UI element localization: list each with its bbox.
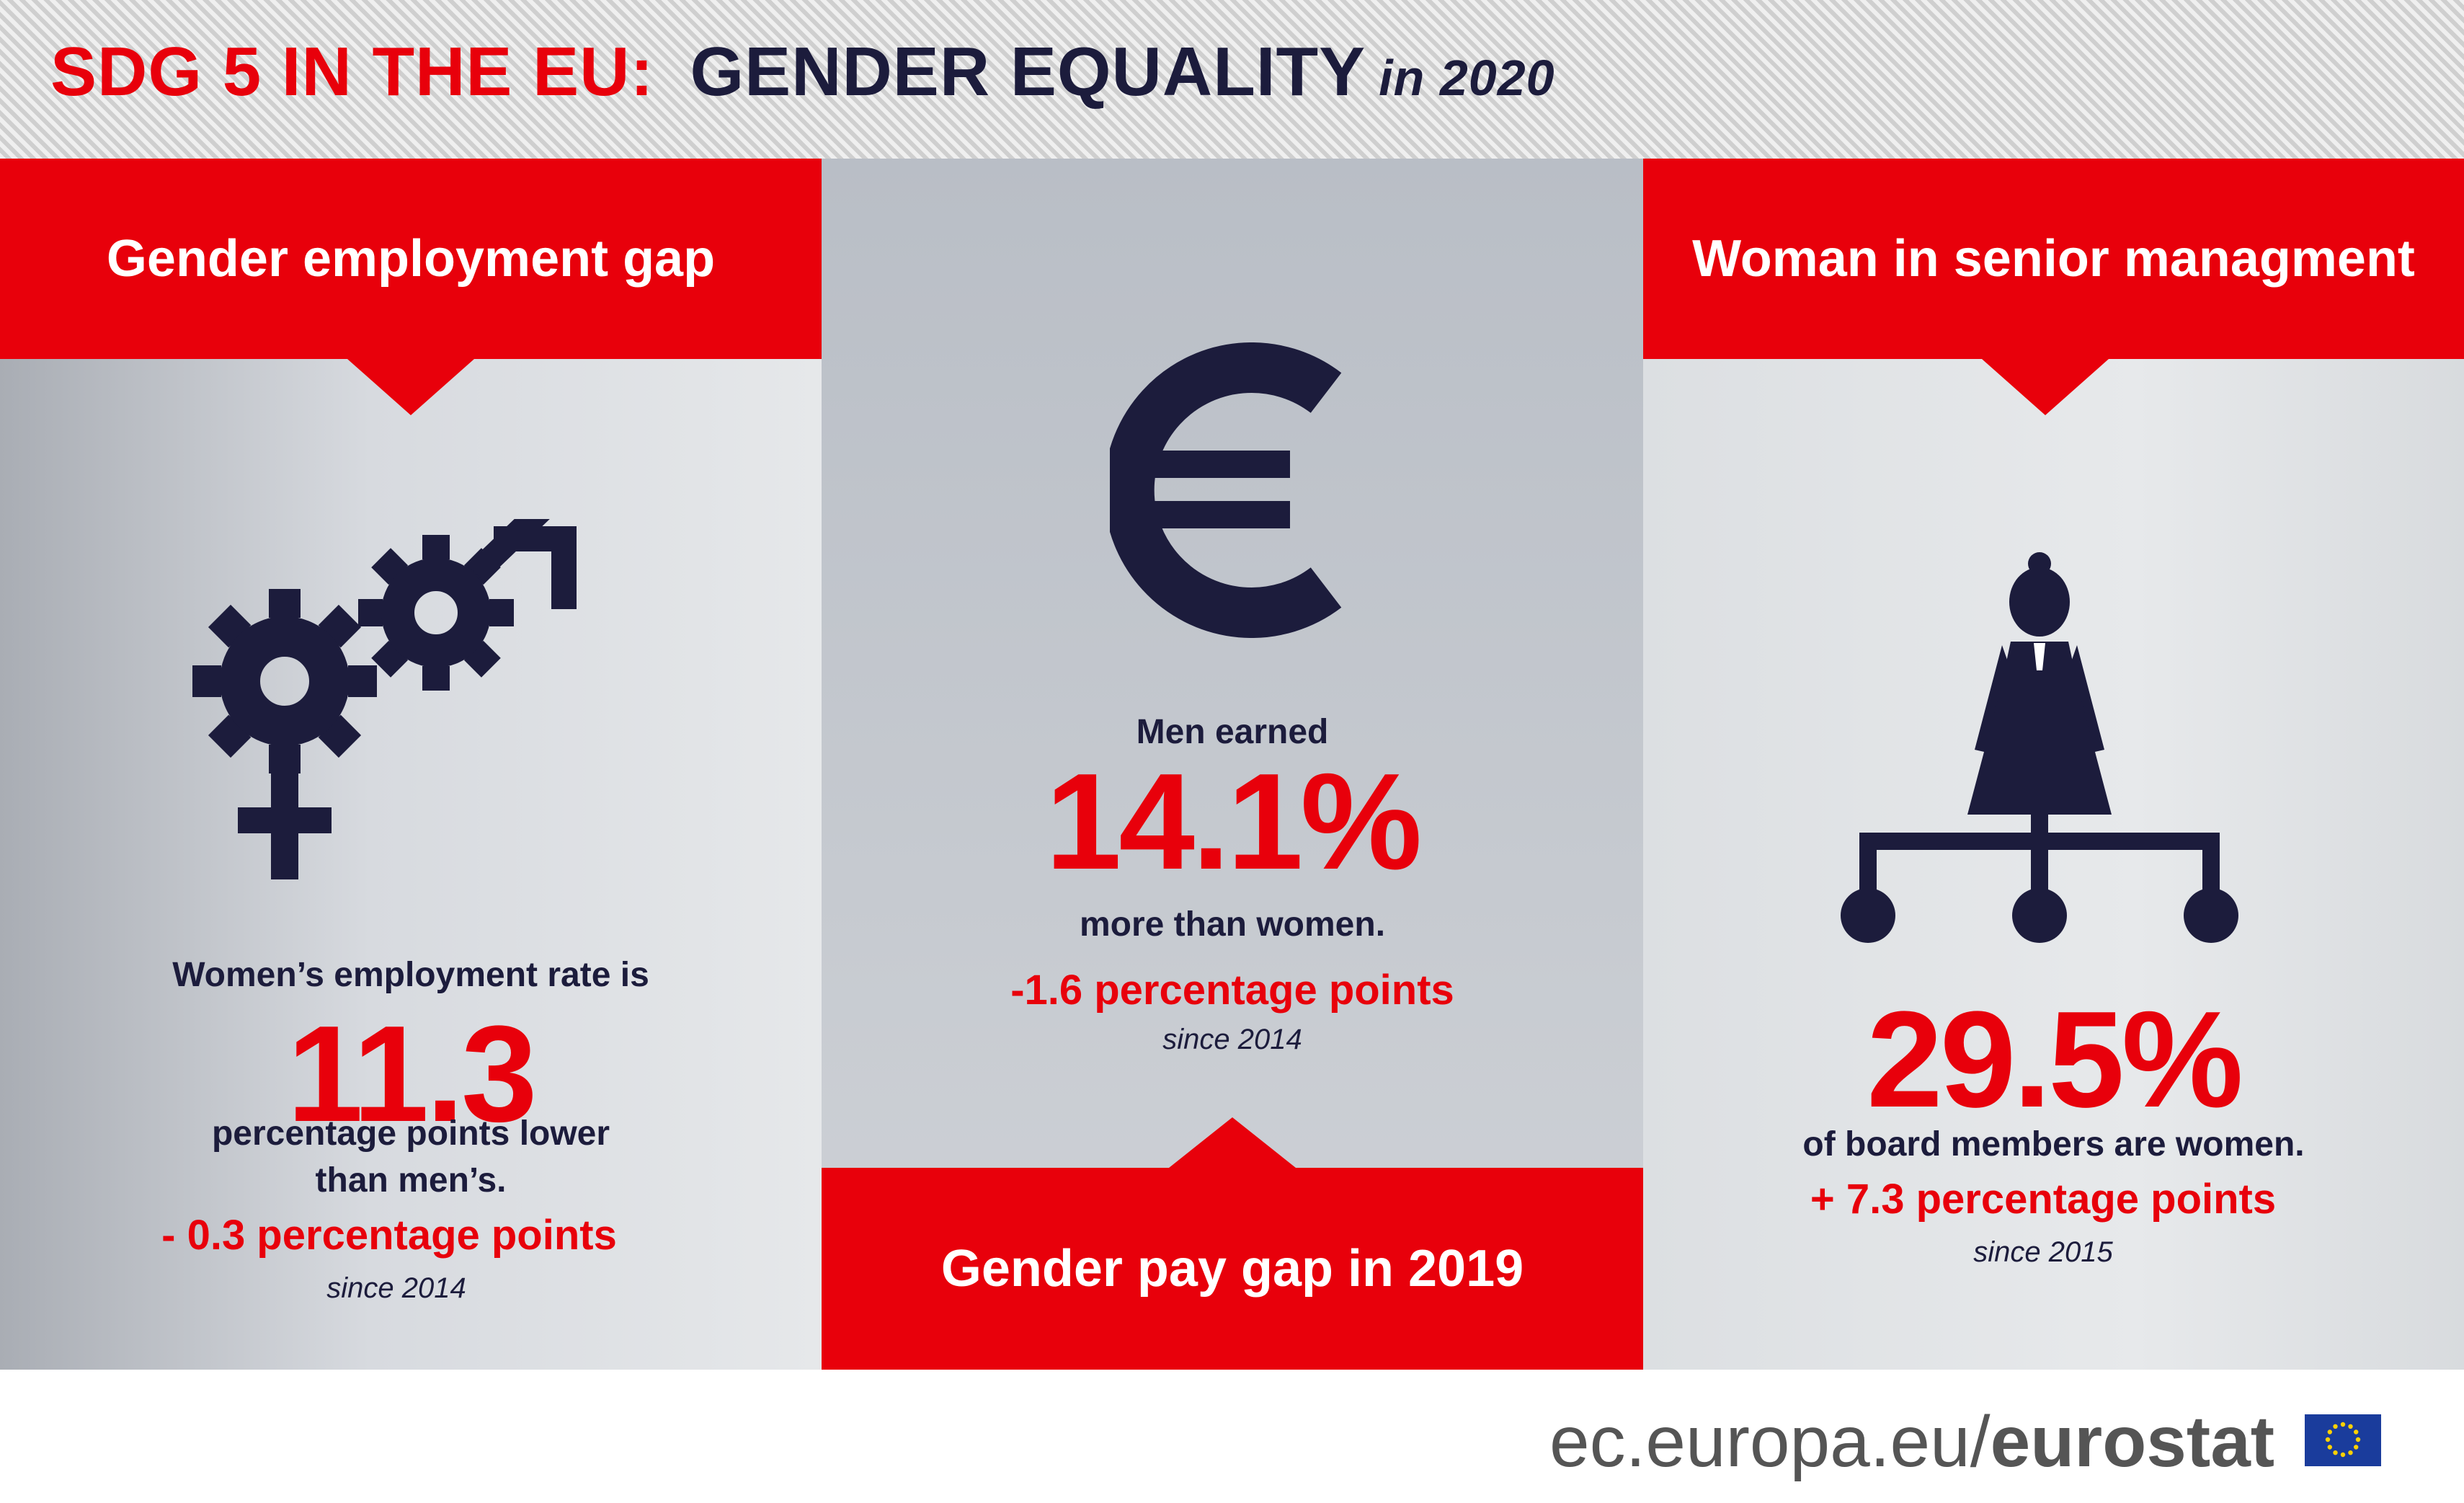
employment-heading: Gender employment gap: [0, 159, 822, 359]
management-line-1: of board members are women.: [1802, 1125, 2305, 1163]
eurostat-url-link[interactable]: ec.europa.eu/eurostat: [1549, 1398, 2274, 1485]
eu-flag-icon: [2305, 1414, 2381, 1466]
paygap-intro-text: Men earned: [1136, 713, 1329, 751]
employment-change: - 0.3 percentage points: [161, 1212, 617, 1259]
page-title: SDG 5 IN THE EU: GENDER EQUALITY in 2020: [50, 29, 1555, 121]
management-value: 29.5%: [1867, 983, 2243, 1136]
title-part-2: GENDER EQUALITY: [690, 33, 1366, 110]
management-heading: Woman in senior managment: [1643, 159, 2464, 359]
paygap-change: -1.6 percentage points: [1010, 967, 1454, 1014]
paygap-value: 14.1%: [1045, 745, 1423, 898]
businesswoman-hierarchy-icon: [1841, 552, 2238, 943]
management-since: since 2015: [1973, 1236, 2113, 1268]
employment-heading-pointer: [347, 359, 474, 415]
management-heading-pointer: [1982, 359, 2109, 415]
euro-icon: [1110, 342, 1342, 638]
url-prefix: ec.europa.eu/: [1549, 1401, 1991, 1482]
employment-value: 11.3: [287, 998, 537, 1150]
employment-intro-text: Women’s employment rate is: [172, 956, 649, 994]
management-change: + 7.3 percentage points: [1810, 1176, 2277, 1223]
paygap-line-2: more than women.: [1079, 905, 1386, 944]
paygap-heading-pointer: [1169, 1117, 1296, 1168]
paygap-heading: Gender pay gap in 2019: [822, 1168, 1643, 1370]
employment-line-2: percentage points lower: [211, 1114, 610, 1153]
employment-since: since 2014: [326, 1272, 466, 1304]
title-part-1: SDG 5 IN THE EU:: [50, 33, 654, 110]
url-brand: eurostat: [1990, 1401, 2275, 1482]
employment-line-3: than men’s.: [315, 1161, 507, 1200]
header-band: [0, 0, 2464, 159]
paygap-since: since 2014: [1162, 1024, 1302, 1055]
gender-gears-icon: [192, 519, 577, 879]
title-year: in 2020: [1379, 50, 1555, 106]
